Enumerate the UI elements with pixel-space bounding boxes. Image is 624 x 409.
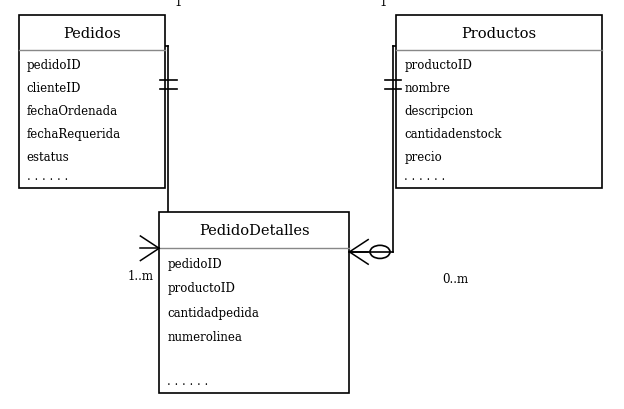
Text: fechaOrdenada: fechaOrdenada — [27, 105, 118, 118]
Text: PedidoDetalles: PedidoDetalles — [199, 224, 310, 238]
Text: estatus: estatus — [27, 151, 70, 164]
Text: 1: 1 — [175, 0, 182, 9]
Text: Pedidos: Pedidos — [63, 27, 121, 40]
Bar — [396, 16, 602, 188]
Text: · · · · · ·: · · · · · · — [404, 174, 446, 187]
Text: 1: 1 — [379, 0, 387, 9]
Text: productoID: productoID — [404, 59, 472, 72]
Text: nombre: nombre — [404, 82, 451, 95]
Text: · · · · · ·: · · · · · · — [167, 378, 208, 391]
Text: numerolinea: numerolinea — [167, 330, 242, 343]
Text: cantidadpedida: cantidadpedida — [167, 306, 259, 319]
Text: · · · · · ·: · · · · · · — [27, 174, 68, 187]
Text: Productos: Productos — [462, 27, 537, 40]
Text: precio: precio — [404, 151, 442, 164]
Bar — [159, 213, 349, 393]
Text: fechaRequerida: fechaRequerida — [27, 128, 121, 141]
Text: 0..m: 0..m — [442, 273, 469, 286]
Text: clienteID: clienteID — [27, 82, 81, 95]
Text: productoID: productoID — [167, 282, 235, 295]
Bar — [19, 16, 165, 188]
Text: pedidoID: pedidoID — [27, 59, 82, 72]
Text: pedidoID: pedidoID — [167, 258, 222, 271]
Text: cantidadenstock: cantidadenstock — [404, 128, 502, 141]
Text: 1..m: 1..m — [127, 269, 154, 282]
Text: descripcion: descripcion — [404, 105, 474, 118]
